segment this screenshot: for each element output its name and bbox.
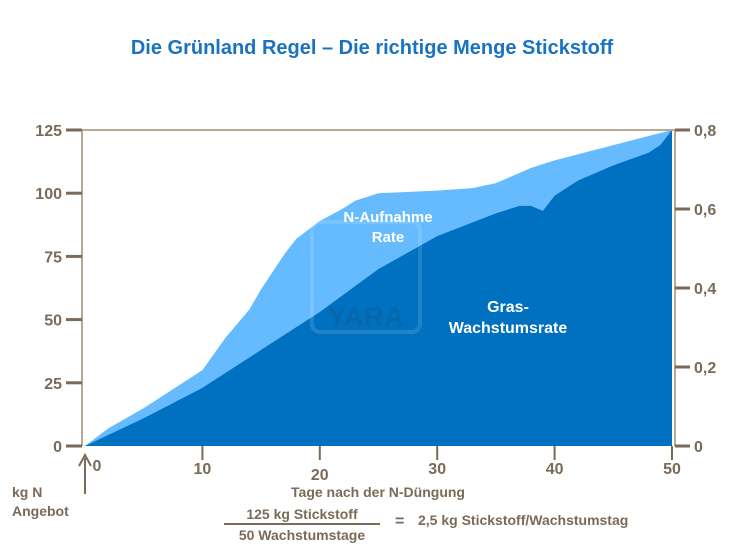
arrow-up-icon <box>78 452 92 494</box>
series-label-gras-2: Wachstumsrate <box>449 320 568 337</box>
y-tick-label: 125 <box>35 123 62 140</box>
chart-title: Die Grünland Regel – Die richtige Menge … <box>131 37 614 59</box>
x-tick-label: 40 <box>546 461 564 478</box>
y2-tick-label: 0,6 <box>694 202 716 219</box>
x-tick-label: 10 <box>194 461 212 478</box>
plot-area: 0 25 50 75 100 125 0 0,2 0,4 0,6 0,8 0 10 20 30 40 50 <box>35 123 716 484</box>
y-tick-label: 0 <box>53 439 62 456</box>
y2-tick-label: 0 <box>694 439 703 456</box>
y-axis-label-2: Angebot <box>12 503 69 519</box>
x-tick-label: 30 <box>428 461 446 478</box>
series-label-n-aufnahme: N-Aufnahme <box>343 209 432 226</box>
series-label-n-aufnahme-2: Rate <box>372 229 405 246</box>
y2-tick-label: 0,4 <box>694 281 716 298</box>
y2-tick-label: 0,2 <box>694 360 716 377</box>
y-tick-label: 75 <box>44 249 62 266</box>
y2-tick-label: 0,8 <box>694 123 716 140</box>
x-tick-label: 0 <box>93 458 102 475</box>
y-tick-label: 50 <box>44 313 62 330</box>
yara-watermark-logo: YARA <box>310 220 422 334</box>
x-tick-label: 20 <box>311 467 329 484</box>
formula-result: 2,5 kg Stickstoff/Wachstumstag <box>418 512 628 528</box>
formula-equals: = <box>395 513 404 530</box>
formula-denominator: 50 Wachstumstage <box>239 527 366 543</box>
y-tick-label: 25 <box>44 376 62 393</box>
y-tick-label: 100 <box>35 186 62 203</box>
x-tick-label: 50 <box>663 461 681 478</box>
svg-text:YARA: YARA <box>328 301 405 332</box>
area-series-2 <box>85 130 672 446</box>
series-label-gras: Gras- <box>487 299 529 316</box>
x-axis-label: Tage nach der N-Düngung <box>291 484 465 500</box>
y-axis-label-1: kg N <box>12 484 42 500</box>
formula-numerator: 125 kg Stickstoff <box>246 506 358 522</box>
